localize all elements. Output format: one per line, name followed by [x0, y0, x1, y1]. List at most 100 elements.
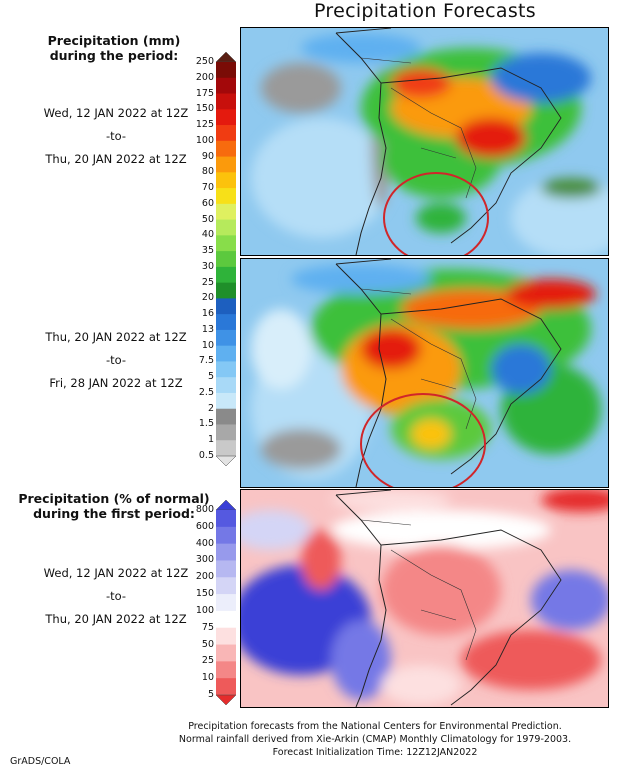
precip-colorbar-tick-label: 35 — [201, 245, 214, 257]
precip-colorbar-tick-label: 50 — [201, 213, 214, 225]
precip-colorbar-tick-label: 150 — [195, 103, 214, 115]
anomaly-colorbar-swatch-top — [215, 499, 237, 511]
precip-map-period1-graphic — [241, 28, 608, 255]
panel3-period: Wed, 12 JAN 2022 at 12Z -to- Thu, 20 JAN… — [20, 566, 212, 635]
panel3-period-end: Thu, 20 JAN 2022 at 12Z — [45, 612, 187, 626]
highlight-circle — [383, 172, 489, 255]
precip-colorbar-swatch — [216, 235, 236, 252]
precip-colorbar-tick-label: 70 — [201, 182, 214, 194]
panel1-period-sep: -to- — [105, 129, 127, 143]
precip-colorbar-swatch-bottom — [215, 455, 237, 467]
anomaly-colorbar-tick-label: 75 — [201, 621, 214, 633]
anomaly-colorbar-swatch — [216, 577, 236, 595]
precip-colorbar-tick-label: 2 — [207, 402, 214, 414]
precip-colorbar-swatch — [216, 408, 236, 425]
precip-colorbar-tick-label: 25 — [201, 276, 214, 288]
precip-colorbar-tick-label: 1.5 — [198, 418, 214, 430]
anomaly-colorbar-swatch — [216, 526, 236, 545]
precip-colorbar-swatch-top — [215, 51, 237, 63]
precip-colorbar-tick-label: 0.5 — [198, 450, 214, 461]
precip-colorbar-graphic — [215, 51, 237, 467]
precip-colorbar-tick-label: 80 — [201, 166, 214, 178]
footer-line-1: Precipitation forecasts from the Nationa… — [188, 721, 562, 732]
precip-colorbar-swatch — [216, 140, 236, 158]
panel2-period-sep: -to- — [105, 353, 127, 367]
anomaly-colorbar-swatch — [216, 560, 236, 578]
anomaly-colorbar-tick-label: 400 — [195, 537, 214, 549]
panel2-period: Thu, 20 JAN 2022 at 12Z -to- Fri, 28 JAN… — [20, 330, 212, 399]
precip-colorbar-swatch — [216, 440, 236, 457]
precip-colorbar — [215, 51, 237, 467]
precip-colorbar-tick-label: 5 — [207, 371, 214, 383]
precip-colorbar-swatch — [216, 77, 236, 95]
panel1-period-start: Wed, 12 JAN 2022 at 12Z — [43, 106, 189, 120]
precip-colorbar-swatch — [216, 203, 236, 221]
percent-normal-map — [240, 489, 609, 708]
panel1-heading-line1: Precipitation (mm) — [47, 33, 181, 48]
anomaly-colorbar-tick-label: 300 — [195, 554, 214, 566]
anomaly-colorbar-tick-label: 100 — [195, 604, 214, 616]
panel1-period: Wed, 12 JAN 2022 at 12Z -to- Thu, 20 JAN… — [20, 106, 212, 175]
precip-colorbar-tick-label: 40 — [201, 229, 214, 241]
precip-colorbar-tick-label: 13 — [201, 323, 214, 335]
precip-colorbar-tick-label: 30 — [201, 260, 214, 272]
panel2-period-start: Thu, 20 JAN 2022 at 12Z — [45, 330, 187, 344]
credit-label: GrADS/COLA — [10, 756, 71, 767]
precip-colorbar-tick-label: 175 — [195, 87, 214, 99]
anomaly-colorbar-tick-label: 50 — [201, 638, 214, 650]
precip-colorbar-tick-label: 60 — [201, 197, 214, 209]
precip-colorbar-tick-label: 200 — [195, 71, 214, 83]
precip-colorbar-tick-label: 90 — [201, 150, 214, 162]
anomaly-colorbar-tick-label: 200 — [195, 571, 214, 583]
precip-colorbar-swatch — [216, 125, 236, 142]
panel3-heading-line1: Precipitation (% of normal) — [18, 491, 210, 506]
anomaly-colorbar-swatch — [216, 661, 236, 679]
precip-colorbar-swatch — [216, 314, 236, 331]
precip-colorbar-tick-label: 125 — [195, 119, 214, 131]
panel1-period-end: Thu, 20 JAN 2022 at 12Z — [45, 152, 187, 166]
anomaly-colorbar-swatch — [216, 610, 236, 629]
anomaly-colorbar-graphic — [215, 499, 237, 706]
precip-colorbar-swatch — [216, 172, 236, 189]
precip-colorbar-tick-label: 250 — [195, 56, 214, 67]
precip-colorbar-swatch — [216, 188, 236, 205]
precip-colorbar-tick-label: 100 — [195, 134, 214, 146]
precip-colorbar-tick-label: 1 — [207, 434, 214, 446]
precip-map-period2 — [240, 258, 609, 488]
precip-colorbar-tick-label: 10 — [201, 339, 214, 351]
page-title: Precipitation Forecasts — [314, 0, 536, 22]
precip-colorbar-tick-label: 16 — [201, 308, 214, 320]
footer-line-3: Forecast Initialization Time: 12Z12JAN20… — [272, 747, 478, 758]
precip-colorbar-swatch — [216, 377, 236, 394]
panel3-period-start: Wed, 12 JAN 2022 at 12Z — [43, 566, 189, 580]
anomaly-colorbar-swatch — [216, 543, 236, 561]
anomaly-colorbar-tick-label: 600 — [195, 520, 214, 532]
precip-colorbar-swatch — [216, 219, 236, 236]
precip-colorbar-tick-label: 20 — [201, 292, 214, 304]
panel3-heading-line2: during the first period: — [33, 506, 195, 521]
anomaly-colorbar-swatch — [216, 627, 236, 646]
panel2-period-end: Fri, 28 JAN 2022 at 12Z — [49, 376, 183, 390]
highlight-circle — [360, 393, 486, 487]
precip-colorbar-swatch — [216, 109, 236, 126]
precip-colorbar-swatch — [216, 251, 236, 268]
anomaly-colorbar-tick-label: 800 — [195, 504, 214, 515]
precip-colorbar-tick-label: 2.5 — [198, 386, 214, 398]
anomaly-colorbar-tick-label: 10 — [201, 672, 214, 684]
precip-colorbar-swatch — [216, 266, 236, 284]
anomaly-colorbar-tick-label: 5 — [207, 689, 214, 700]
precip-colorbar-swatch — [216, 424, 236, 441]
precip-colorbar-swatch — [216, 298, 236, 315]
anomaly-colorbar — [215, 499, 237, 706]
precip-colorbar-tick-label: 7.5 — [198, 355, 214, 367]
panel1-heading-line2: during the period: — [49, 48, 179, 63]
precip-map-period2-graphic — [241, 259, 608, 487]
anomaly-colorbar-swatch — [216, 510, 236, 528]
footer-line-2: Normal rainfall derived from Xie-Arkin (… — [178, 734, 572, 745]
precip-colorbar-swatch — [216, 93, 236, 110]
anomaly-colorbar-swatch — [216, 644, 236, 662]
anomaly-colorbar-tick-label: 150 — [195, 588, 214, 600]
precip-colorbar-swatch — [216, 361, 236, 378]
anomaly-colorbar-swatch — [216, 678, 236, 696]
precip-colorbar-swatch — [216, 345, 236, 362]
